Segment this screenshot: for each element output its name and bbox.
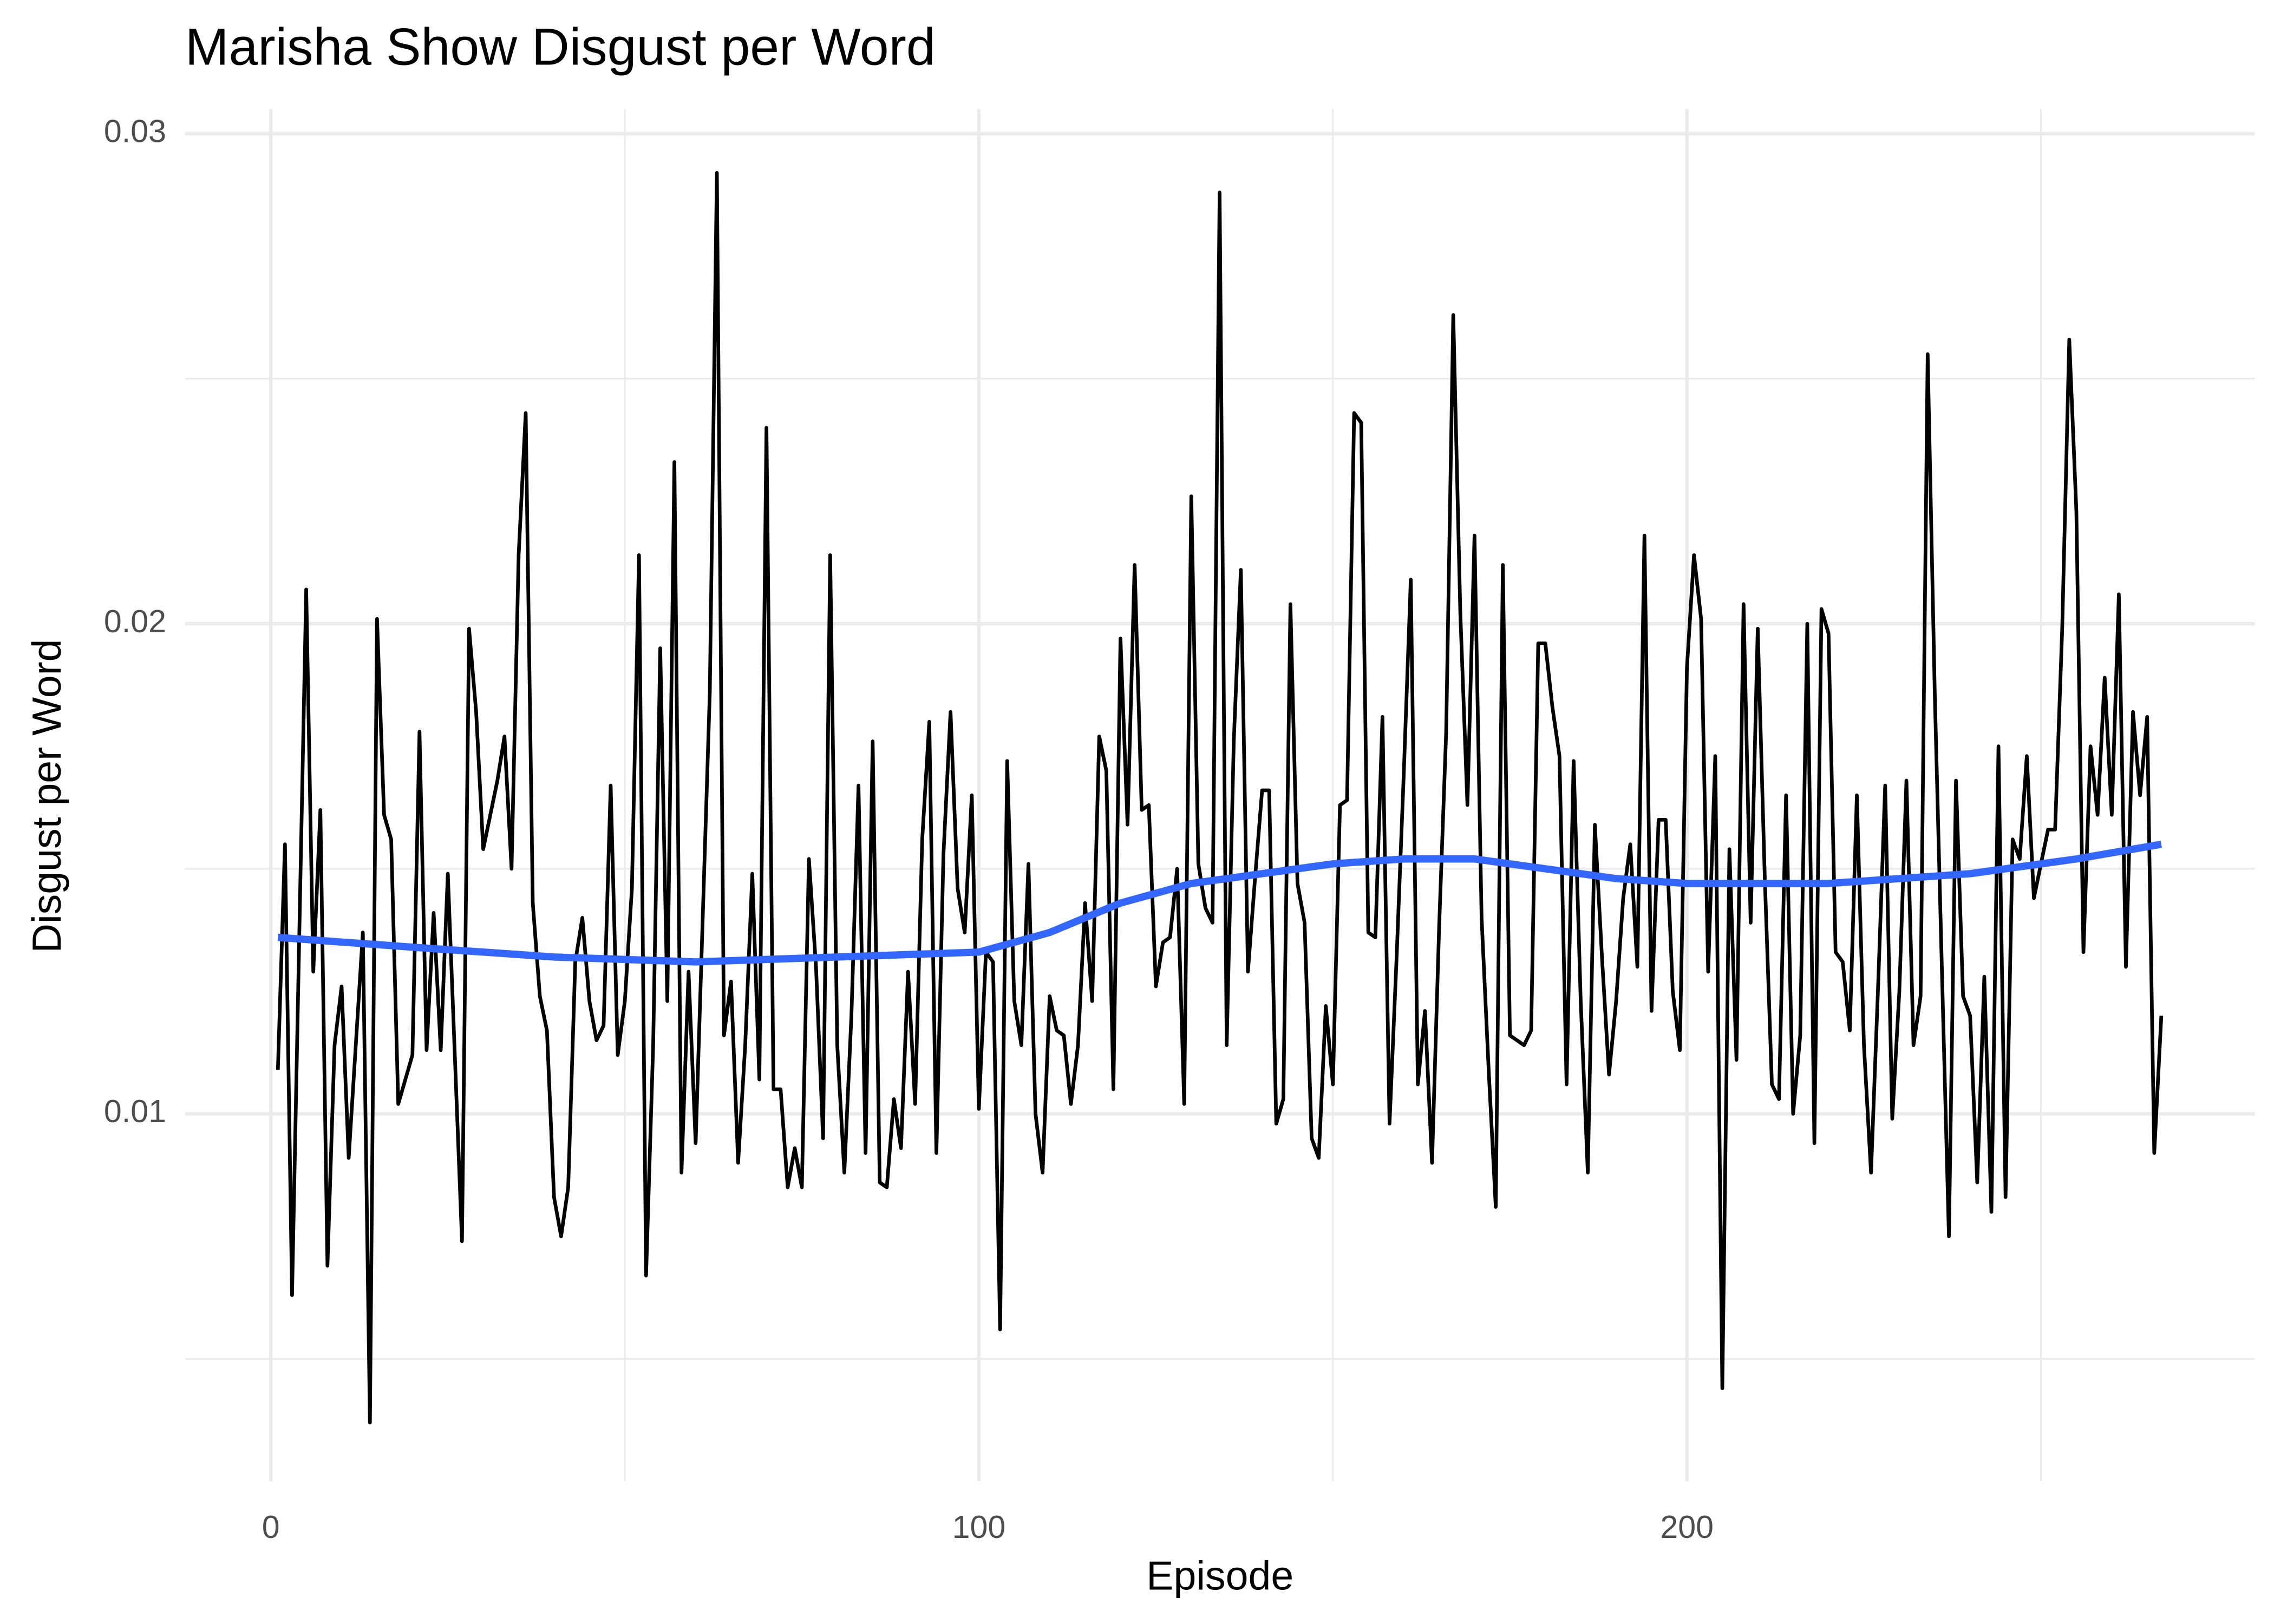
y-axis-title: Disgust per Word — [24, 639, 69, 953]
data-line — [276, 171, 2164, 1425]
x-tick-label: 0 — [262, 1509, 280, 1545]
x-tick-label: 200 — [1660, 1509, 1714, 1545]
y-tick-label: 0.02 — [104, 603, 166, 639]
y-tick-label: 0.03 — [104, 113, 166, 149]
trend-line — [277, 841, 2162, 966]
y-tick-label: 0.01 — [104, 1093, 166, 1129]
chart-title: Marisha Show Disgust per Word — [185, 17, 936, 76]
x-tick-label: 100 — [952, 1509, 1006, 1545]
x-axis-title: Episode — [1146, 1553, 1293, 1599]
